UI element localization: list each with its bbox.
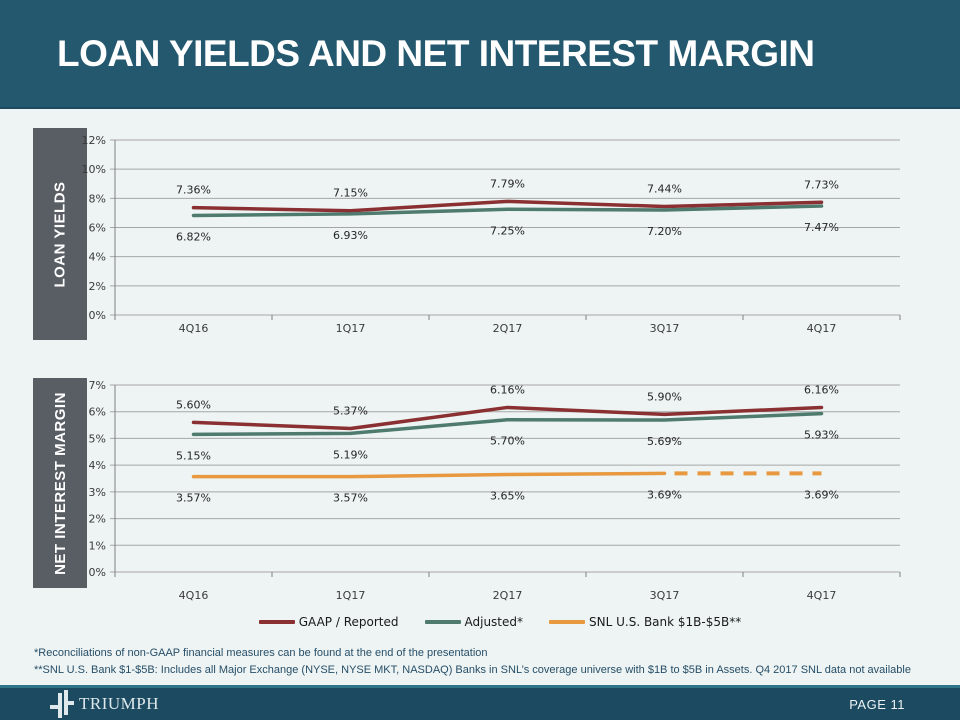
y-tick-label: 2% — [89, 513, 106, 526]
x-tick-label: 4Q17 — [807, 322, 837, 335]
y-tick-label: 12% — [82, 134, 106, 147]
data-label: 5.19% — [333, 448, 368, 461]
brand-logo: TRIUMPH — [50, 690, 159, 718]
gridlines: 0% 2% 4% 6% 8% 10% 12% — [82, 134, 900, 322]
loan-yields-side-label: LOAN YIELDS — [33, 128, 87, 340]
y-tick-label: 7% — [89, 379, 106, 392]
y-tick-label: 4% — [89, 251, 106, 264]
data-label: 3.69% — [647, 488, 682, 501]
data-label: 5.70% — [490, 435, 525, 448]
data-label: 7.47% — [804, 221, 839, 234]
footnote-1: *Reconciliations of non-GAAP financial m… — [34, 647, 488, 659]
x-tick-label: 4Q17 — [807, 589, 837, 602]
y-tick-label: 0% — [89, 309, 106, 322]
series-adjusted: 5.15% 5.19% 5.70% 5.69% 5.93% — [176, 411, 839, 462]
legend-line-swatch — [424, 620, 461, 624]
data-label: 5.90% — [647, 390, 682, 403]
footer-bar: TRIUMPH PAGE 11 — [0, 685, 960, 720]
series-line — [191, 199, 824, 213]
x-axis: 4Q16 1Q17 2Q17 3Q17 4Q17 — [114, 572, 901, 602]
series-line — [191, 411, 824, 437]
footnote-2: **SNL U.S. Bank $1-$5B: Includes all Maj… — [34, 664, 911, 676]
net-interest-margin-side-label-text: NET INTEREST MARGIN — [51, 391, 69, 575]
legend-line-swatch — [258, 620, 295, 624]
x-tick-label: 4Q16 — [179, 589, 209, 602]
y-tick-label: 5% — [89, 432, 106, 445]
data-label: 6.16% — [804, 383, 839, 396]
y-tick-label: 6% — [89, 406, 106, 419]
data-label: 7.73% — [804, 178, 839, 191]
series-adjusted: 6.82% 6.93% 7.25% 7.20% 7.47% — [176, 204, 839, 244]
title-bar: LOAN YIELDS AND NET INTEREST MARGIN — [0, 0, 960, 109]
data-label: 7.25% — [490, 224, 525, 237]
x-tick-label: 1Q17 — [336, 589, 366, 602]
data-label: 5.69% — [647, 435, 682, 448]
net-interest-margin-side-label: NET INTEREST MARGIN — [33, 378, 87, 588]
data-label: 7.79% — [490, 177, 525, 190]
data-label: 5.15% — [176, 449, 211, 462]
net-interest-margin-chart: 0% 1% 2% 3% 4% 5% 6% 7% 4Q16 1Q17 2Q17 3Q17 4Q17 5.60… — [89, 379, 901, 602]
data-label: 6.16% — [490, 383, 525, 396]
page-number: PAGE 11 — [849, 696, 905, 712]
data-label: 5.60% — [176, 398, 211, 411]
data-label: 3.57% — [176, 492, 211, 505]
x-tick-label: 1Q17 — [336, 322, 366, 335]
series-line — [191, 471, 667, 479]
data-label: 3.65% — [490, 489, 525, 502]
series-line — [191, 204, 824, 218]
series-gaap-reported: 5.60% 5.37% 6.16% 5.90% 6.16% — [176, 383, 839, 431]
series-line — [191, 405, 824, 431]
legend-label: Adjusted* — [464, 615, 524, 629]
legend-line-swatch — [549, 620, 586, 624]
x-axis: 4Q16 1Q17 2Q17 3Q17 4Q17 — [114, 315, 901, 335]
data-label: 5.37% — [333, 405, 368, 418]
data-label: 7.15% — [333, 187, 368, 200]
legend-label: GAAP / Reported — [298, 615, 399, 629]
legend-label: SNL U.S. Bank $1B-$5B** — [589, 615, 742, 629]
data-label: 7.44% — [647, 183, 682, 196]
data-label: 3.57% — [333, 492, 368, 505]
data-label: 7.20% — [647, 225, 682, 238]
legend-item: Adjusted* — [424, 615, 524, 629]
x-tick-label: 2Q17 — [493, 589, 523, 602]
y-tick-label: 2% — [89, 280, 106, 293]
brand-name: TRIUMPH — [79, 694, 160, 713]
y-tick-label: 4% — [89, 459, 106, 472]
y-tick-label: 6% — [89, 222, 106, 235]
data-label: 6.82% — [176, 231, 211, 244]
x-tick-label: 3Q17 — [650, 589, 680, 602]
x-tick-label: 4Q16 — [179, 322, 209, 335]
data-label: 7.36% — [176, 184, 211, 197]
data-label: 3.69% — [804, 488, 839, 501]
legend-item: GAAP / Reported — [258, 615, 399, 629]
y-tick-label: 0% — [89, 566, 106, 579]
y-tick-label: 8% — [89, 192, 106, 205]
page-title: LOAN YIELDS AND NET INTEREST MARGIN — [57, 32, 815, 74]
loan-yields-chart: 0% 2% 4% 6% 8% 10% 12% 4Q16 1Q17 2Q17 3Q17 4Q17 7.36… — [82, 134, 901, 335]
series-gaap-reported: 7.36% 7.15% 7.79% 7.44% 7.73% — [176, 177, 839, 213]
x-tick-label: 2Q17 — [493, 322, 523, 335]
y-tick-label: 10% — [82, 163, 106, 176]
y-tick-label: 3% — [89, 486, 106, 499]
y-tick-label: 1% — [89, 539, 106, 552]
legend-item: SNL U.S. Bank $1B-$5B** — [549, 615, 741, 629]
x-tick-label: 3Q17 — [650, 322, 680, 335]
data-label: 6.93% — [333, 229, 368, 242]
loan-yields-side-label-text: LOAN YIELDS — [51, 180, 69, 288]
triumph-cross-icon — [50, 690, 74, 718]
gridlines: 0% 1% 2% 3% 4% 5% 6% 7% — [89, 379, 900, 579]
series-snl-u-s-bank-1b-5b: 3.57% 3.57% 3.65% 3.69% 3.69% — [176, 471, 839, 505]
footnotes: *Reconciliations of non-GAAP financial m… — [34, 645, 934, 679]
data-label: 5.93% — [804, 429, 839, 442]
chart-legend: GAAP / Reported Adjusted* SNL U.S. Bank $1… — [75, 607, 925, 637]
